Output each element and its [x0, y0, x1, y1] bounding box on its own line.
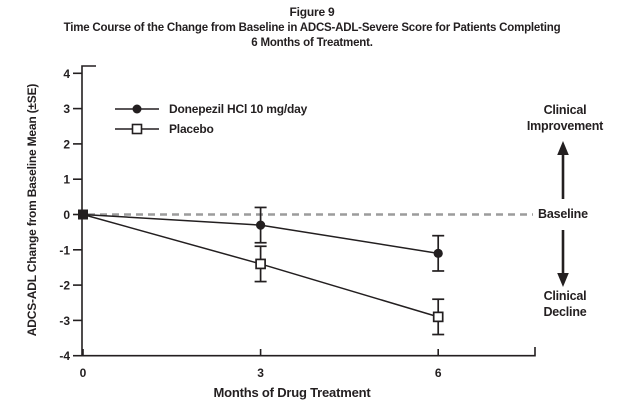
figure-title-line1: Time Course of the Change from Baseline … — [63, 22, 561, 34]
figure-title-line2: 6 Months of Treatment. — [251, 37, 373, 49]
y-tick-label: 3 — [63, 102, 70, 116]
improvement-arrow-icon — [557, 141, 569, 199]
data-point-donepezil — [433, 248, 443, 258]
decline-arrow-icon — [557, 230, 569, 287]
y-axis-title: ADCS-ADL Change from Baseline Mean (±SE) — [25, 83, 39, 337]
figure-label: Figure 9 — [289, 5, 335, 19]
legend: Donepezil HCl 10 mg/day Placebo — [114, 99, 307, 139]
y-tick-label: -4 — [59, 349, 70, 363]
legend-item-placebo: Placebo — [114, 119, 307, 139]
x-axis-title: Months of Drug Treatment — [213, 385, 371, 400]
clinical-decline-label: Clinical Decline — [543, 289, 587, 319]
placebo-marker-icon — [115, 123, 159, 135]
legend-item-donepezil: Donepezil HCl 10 mg/day — [114, 99, 307, 119]
origin-data-point — [78, 209, 88, 220]
figure-header: Figure 9 Time Course of the Change from … — [0, 5, 624, 51]
y-tick-label: 1 — [63, 173, 70, 187]
legend-label-placebo: Placebo — [169, 122, 214, 136]
legend-label-donepezil: Donepezil HCl 10 mg/day — [169, 102, 308, 116]
donepezil-marker-icon — [115, 104, 159, 114]
x-tick-label: 6 — [435, 366, 442, 380]
data-point-placebo — [432, 311, 444, 323]
x-tick-label: 0 — [80, 366, 87, 380]
y-tick-label: 2 — [63, 137, 70, 151]
baseline-label: Baseline — [538, 207, 588, 221]
data-point-donepezil — [256, 220, 266, 230]
y-tick-label: 0 — [63, 208, 70, 222]
clinical-improvement-label: Clinical Improvement — [526, 103, 604, 133]
data-point-placebo — [255, 258, 266, 270]
y-tick-label: 4 — [63, 67, 70, 81]
x-tick-label: 3 — [257, 366, 264, 380]
y-tick-label: -1 — [59, 243, 70, 257]
y-tick-label: -2 — [59, 279, 70, 293]
y-tick-label: -3 — [59, 314, 70, 328]
